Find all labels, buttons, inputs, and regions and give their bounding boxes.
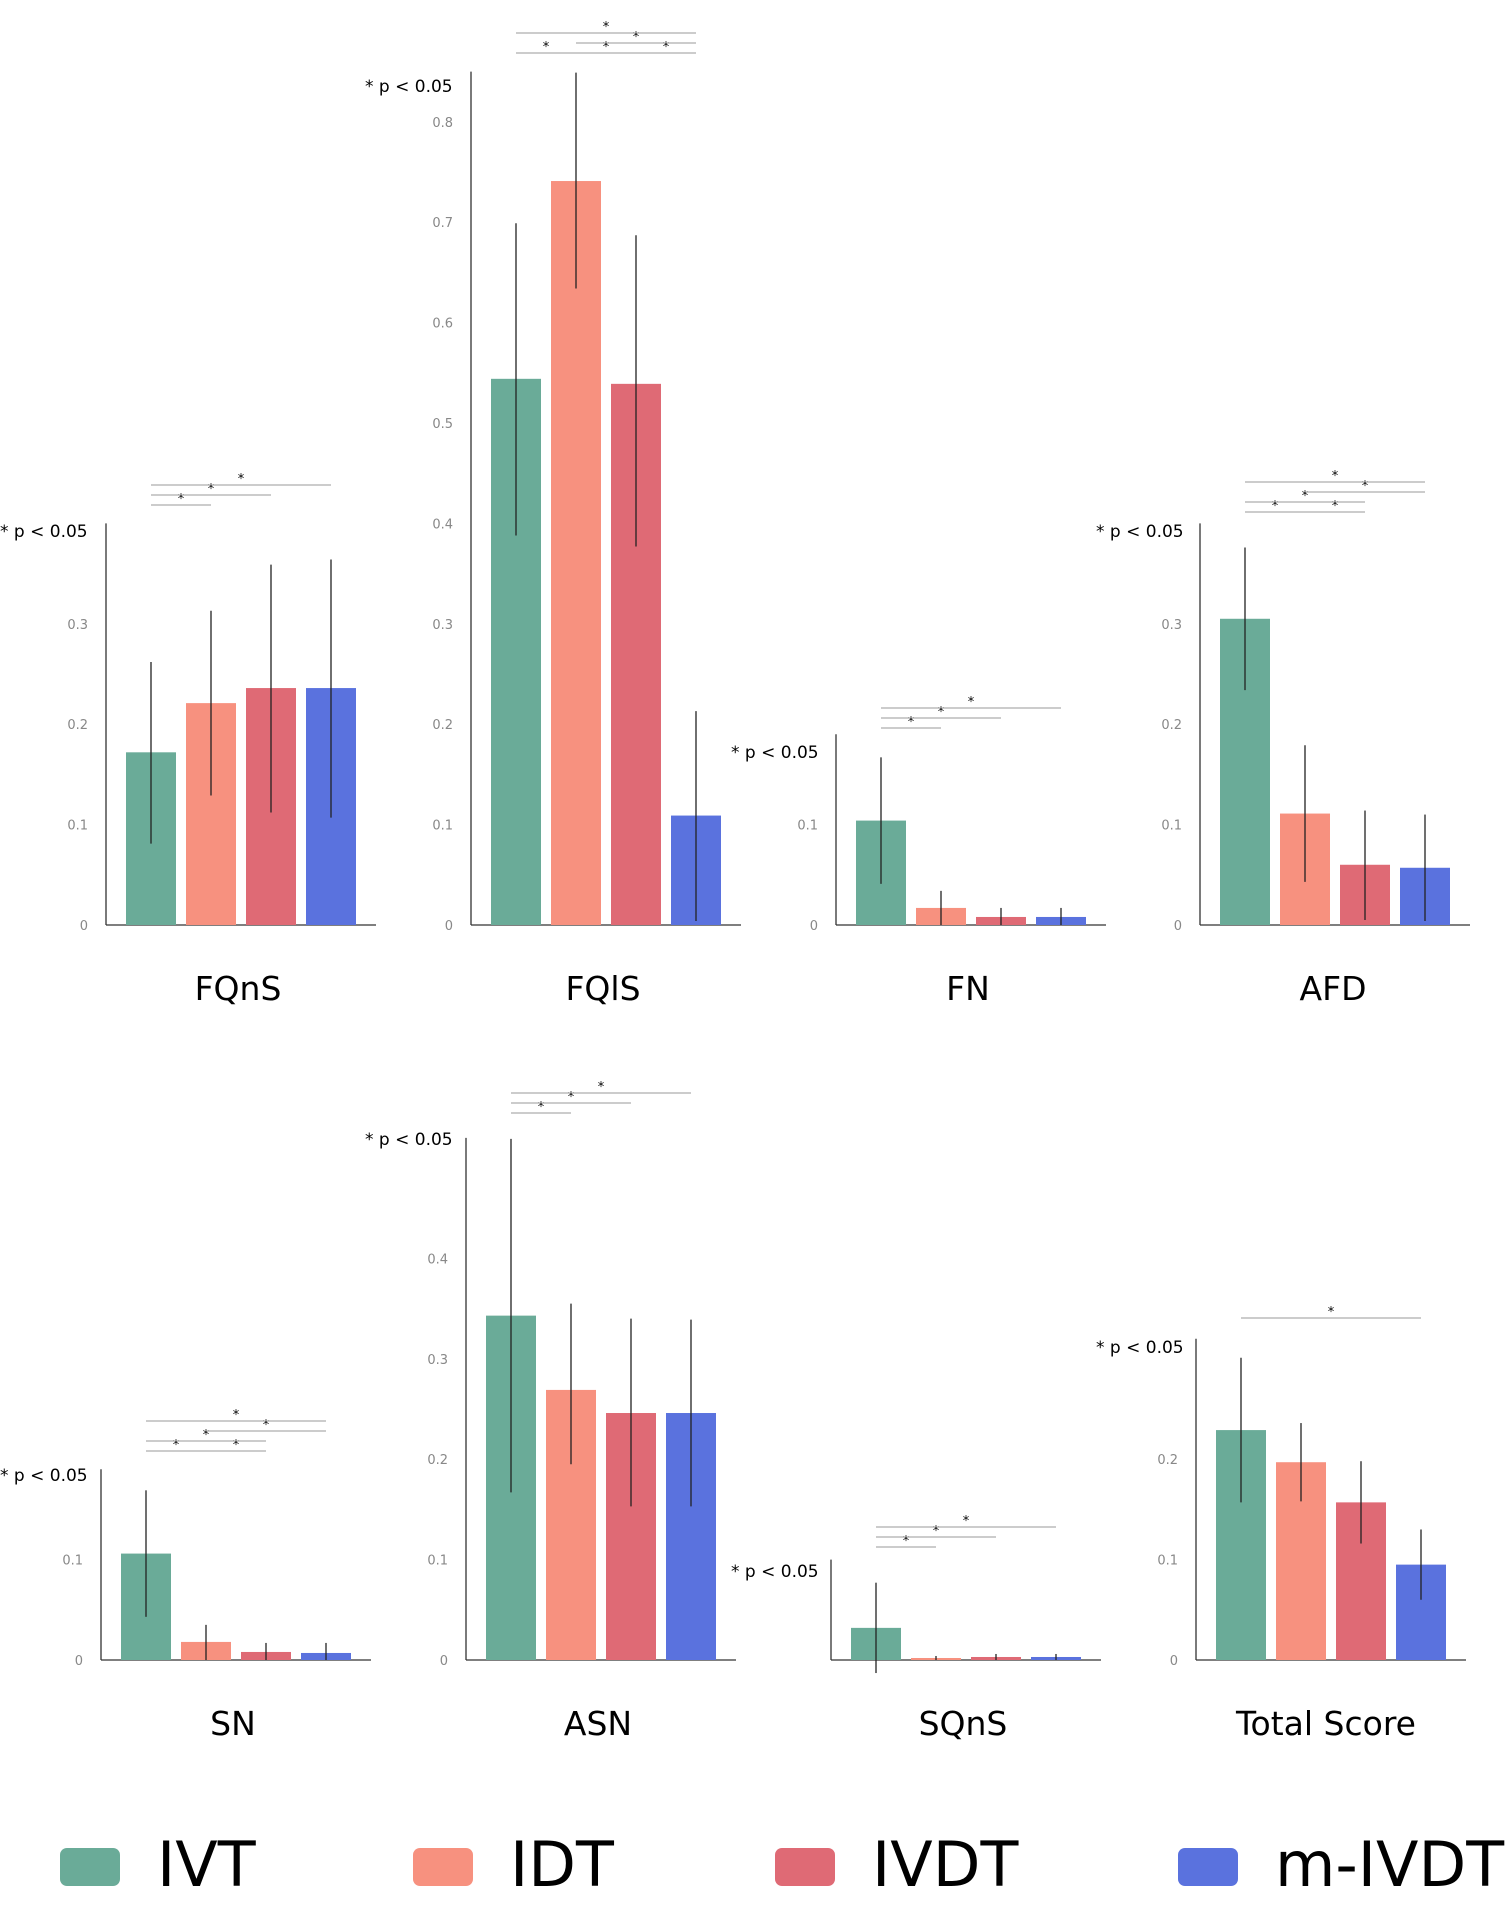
chart-title: SQnS <box>919 1704 1008 1743</box>
y-tick-label: 0.4 <box>427 1252 448 1267</box>
p-value-note: * p < 0.05 <box>365 1130 453 1150</box>
significance-star: * <box>1362 479 1369 494</box>
y-tick-label: 0.1 <box>432 819 453 834</box>
y-tick-label: 0.8 <box>432 116 453 131</box>
significance-star: * <box>663 40 670 55</box>
significance-star: * <box>603 40 610 55</box>
p-value-note: * p < 0.05 <box>1096 1338 1184 1358</box>
significance-star: * <box>968 695 975 710</box>
y-tick-label: 0.4 <box>432 517 453 532</box>
legend-swatch <box>775 1848 835 1886</box>
chart-sqns: * * * * p < 0.05 SQnS <box>731 1514 1101 1743</box>
legend-label: IDT <box>510 1828 615 1901</box>
p-value-note: * p < 0.05 <box>731 1562 819 1582</box>
y-tick-label: 0.2 <box>1161 718 1182 733</box>
chart-fn: 0 0.1 * * * * p < 0.05 FN <box>731 695 1106 1008</box>
significance-star: * <box>933 1524 940 1539</box>
significance-star: * <box>208 482 215 497</box>
chart-title: AFD <box>1300 969 1367 1008</box>
significance-star: * <box>203 1428 210 1443</box>
y-tick-label: 0.3 <box>67 618 88 633</box>
y-tick-label: 0.3 <box>432 618 453 633</box>
legend-swatch <box>413 1848 473 1886</box>
significance-star: * <box>908 715 915 730</box>
significance-star: * <box>178 492 185 507</box>
significance-star: * <box>543 40 550 55</box>
p-value-note: * p < 0.05 <box>0 522 88 542</box>
significance-star: * <box>633 30 640 45</box>
legend-label: IVDT <box>872 1828 1019 1901</box>
significance-star: * <box>903 1534 910 1549</box>
y-tick-label: 0.1 <box>67 819 88 834</box>
chart-title: FQlS <box>565 969 640 1008</box>
legend: IVT IDT IVDT m-IVDT <box>60 1828 1505 1901</box>
significance-star: * <box>538 1100 545 1115</box>
chart-fqns: 0 0.1 0.2 0.3 * * * * p < 0.05 FQnS <box>0 472 376 1008</box>
y-tick-label: 0 <box>445 919 453 934</box>
y-tick-label: 0 <box>440 1654 448 1669</box>
significance-star: * <box>263 1418 270 1433</box>
bar-idt <box>551 181 601 925</box>
significance-star: * <box>1302 489 1309 504</box>
y-tick-label: 0.1 <box>797 819 818 834</box>
chart-title: Total Score <box>1235 1704 1416 1743</box>
significance-star: * <box>603 20 610 35</box>
y-tick-label: 0.1 <box>62 1554 83 1569</box>
y-tick-label: 0 <box>1174 919 1182 934</box>
legend-label: IVT <box>157 1828 257 1901</box>
y-tick-label: 0 <box>80 919 88 934</box>
chart-asn: 0 0.1 0.2 0.3 0.4 * * * * p < 0.05 ASN <box>365 1080 736 1743</box>
chart-fqls: 0 0.1 0.2 0.3 0.4 0.5 0.6 0.7 0.8 * * * * * * p < 0.05… <box>365 20 741 1008</box>
legend-label: m-IVDT <box>1275 1828 1505 1901</box>
chart-title: SN <box>210 1704 256 1743</box>
y-tick-label: 0.3 <box>427 1353 448 1368</box>
significance-star: * <box>963 1514 970 1529</box>
chart-sn: 0 0.1 * * * * * * p < 0.05 SN <box>0 1408 371 1743</box>
y-tick-label: 0.3 <box>1161 618 1182 633</box>
legend-swatch <box>1178 1848 1238 1886</box>
legend-item-m-ivdt: m-IVDT <box>1178 1828 1505 1901</box>
chart-title: FQnS <box>195 969 282 1008</box>
y-tick-label: 0 <box>75 1654 83 1669</box>
y-tick-label: 0.2 <box>1157 1453 1178 1468</box>
chart-afd: 0 0.1 0.2 0.3 * * * * * * p < 0.05 AFD <box>1096 469 1470 1008</box>
legend-item-ivt: IVT <box>60 1828 257 1901</box>
p-value-note: * p < 0.05 <box>731 743 819 763</box>
y-tick-label: 0.1 <box>1157 1554 1178 1569</box>
legend-swatch <box>60 1848 120 1886</box>
legend-item-idt: IDT <box>413 1828 615 1901</box>
y-tick-label: 0.2 <box>67 718 88 733</box>
y-tick-label: 0.7 <box>432 216 453 231</box>
y-tick-label: 0 <box>810 919 818 934</box>
significance-star: * <box>1332 469 1339 484</box>
significance-star: * <box>1328 1305 1335 1320</box>
significance-star: * <box>173 1438 180 1453</box>
significance-star: * <box>238 472 245 487</box>
significance-star: * <box>938 705 945 720</box>
significance-star: * <box>1272 499 1279 514</box>
significance-star: * <box>598 1080 605 1095</box>
significance-star: * <box>1332 499 1339 514</box>
p-value-note: * p < 0.05 <box>1096 522 1184 542</box>
legend-item-ivdt: IVDT <box>775 1828 1019 1901</box>
p-value-note: * p < 0.05 <box>365 77 453 97</box>
p-value-note: * p < 0.05 <box>0 1466 88 1486</box>
significance-star: * <box>233 1408 240 1423</box>
significance-star: * <box>568 1090 575 1105</box>
y-tick-label: 0.1 <box>427 1554 448 1569</box>
y-tick-label: 0.2 <box>432 718 453 733</box>
chart-total-score: 0 0.1 0.2 * * p < 0.05 Total Score <box>1096 1305 1466 1743</box>
y-tick-label: 0 <box>1170 1654 1178 1669</box>
y-tick-label: 0.5 <box>432 417 453 432</box>
y-tick-label: 0.6 <box>432 317 453 332</box>
y-tick-label: 0.2 <box>427 1453 448 1468</box>
chart-title: FN <box>946 969 990 1008</box>
chart-title: ASN <box>564 1704 632 1743</box>
significance-star: * <box>233 1438 240 1453</box>
y-tick-label: 0.1 <box>1161 819 1182 834</box>
